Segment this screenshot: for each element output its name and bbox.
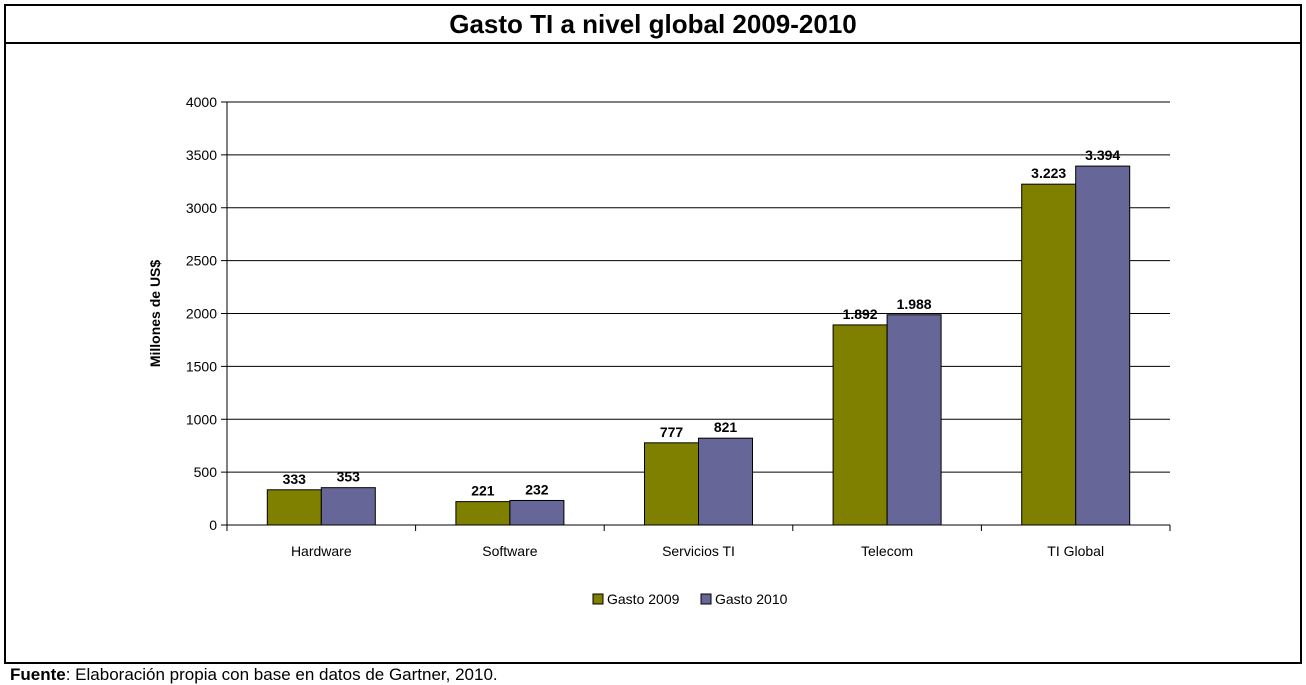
y-tick-label: 1000 xyxy=(186,411,217,427)
x-tick-label: Servicios TI xyxy=(662,543,735,559)
legend-swatch xyxy=(700,593,712,605)
y-tick-label: 0 xyxy=(209,517,217,533)
bar xyxy=(1021,183,1077,526)
data-label: 3.394 xyxy=(1085,147,1120,163)
y-tick-label: 2500 xyxy=(186,253,217,269)
y-tick-label: 1500 xyxy=(186,358,217,374)
bar xyxy=(455,501,511,526)
x-tick-label: Software xyxy=(482,543,537,559)
bar xyxy=(320,487,376,526)
bar xyxy=(644,442,699,526)
data-label: 777 xyxy=(660,424,684,440)
bar xyxy=(509,499,565,526)
bar xyxy=(886,314,942,526)
data-label: 221 xyxy=(471,483,495,499)
data-label: 3.223 xyxy=(1031,165,1066,181)
y-tick-label: 4000 xyxy=(186,94,217,110)
y-axis-label: Millones de US$ xyxy=(147,260,163,368)
source-text: : Elaboración propia con base en datos d… xyxy=(65,665,498,684)
x-tick-label: Hardware xyxy=(291,543,352,559)
legend-label: Gasto 2009 xyxy=(607,591,680,607)
data-label: 821 xyxy=(714,419,738,435)
source-note: Fuente: Elaboración propia con base en d… xyxy=(10,664,498,685)
legend-swatch xyxy=(592,593,604,605)
data-label: 232 xyxy=(525,481,549,497)
bar xyxy=(698,437,753,526)
bar xyxy=(832,324,888,526)
data-label: 333 xyxy=(283,471,307,487)
bar-chart: 0 500 1000 1500 2000 2500 3000 3500 4000 Millones… xyxy=(147,94,1171,607)
y-tick-label: 2000 xyxy=(186,306,217,322)
data-label: 353 xyxy=(337,469,361,485)
title-bar: Gasto TI a nivel global 2009-2010 xyxy=(6,6,1300,44)
data-label: 1.988 xyxy=(897,296,932,312)
bar xyxy=(266,489,322,526)
legend-label: Gasto 2010 xyxy=(715,591,788,607)
y-tick-label: 3000 xyxy=(186,200,217,216)
bar xyxy=(1075,165,1131,526)
x-tick-label: TI Global xyxy=(1047,543,1104,559)
chart-title: Gasto TI a nivel global 2009-2010 xyxy=(449,8,857,39)
y-tick-label: 3500 xyxy=(186,147,217,163)
data-label: 1.892 xyxy=(843,306,878,322)
x-tick-label: Telecom xyxy=(861,543,913,559)
source-label: Fuente xyxy=(10,665,66,684)
y-tick-label: 500 xyxy=(194,464,218,480)
